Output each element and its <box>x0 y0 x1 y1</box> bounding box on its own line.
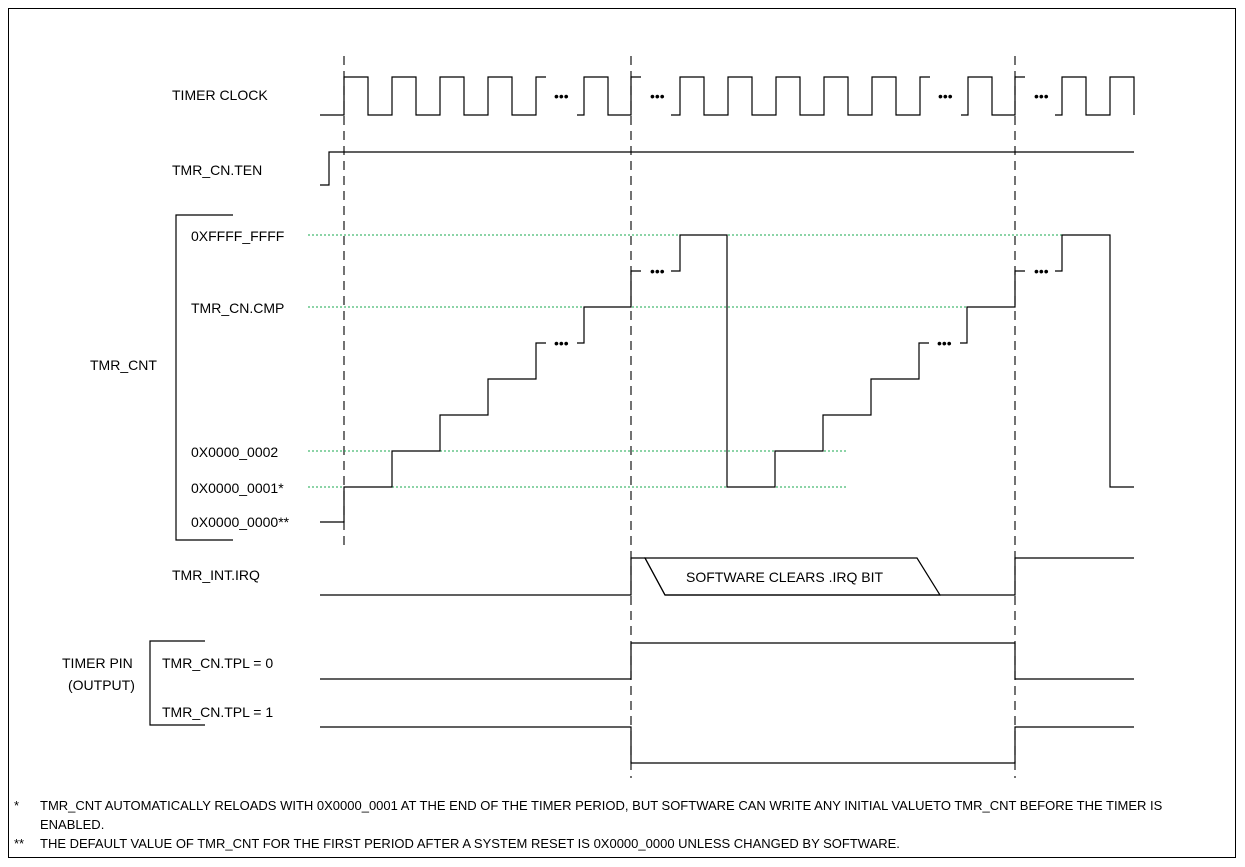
irq-label: TMR_INT.IRQ <box>172 567 260 583</box>
footnote-1-text: TMR_CNT AUTOMATICALLY RELOADS WITH 0X000… <box>40 798 1163 832</box>
cnt-wave-rollover-1 <box>671 234 929 488</box>
cnt-wave-rollover-2 <box>1055 234 1134 488</box>
footnote-2: ** THE DEFAULT VALUE OF TMR_CNT FOR THE … <box>14 834 1224 853</box>
ten-label: TMR_CN.TEN <box>172 162 262 178</box>
timer-clock-wave-5 <box>1055 76 1135 116</box>
level-v0-label: 0X0000_0000** <box>191 514 290 530</box>
level-v1-label: 0X0000_0001* <box>191 480 284 496</box>
ten-wave <box>320 151 1134 186</box>
clock-ellipsis-4: ••• <box>1034 88 1049 104</box>
timer-clock-wave-2 <box>577 76 641 116</box>
footnotes: * TMR_CNT AUTOMATICALLY RELOADS WITH 0X0… <box>14 796 1224 853</box>
pin-bracket <box>149 640 205 726</box>
clock-ellipsis-3: ••• <box>938 88 953 104</box>
pin-label-line1: TIMER PIN <box>62 655 133 671</box>
cnt-ellipsis-3: ••• <box>937 335 952 351</box>
timer-clock-wave-4 <box>961 76 1025 116</box>
cnt-label: TMR_CNT <box>90 357 157 373</box>
tpl0-wave <box>320 642 1134 680</box>
level-cmp-label: TMR_CN.CMP <box>191 300 284 316</box>
tpl1-label: TMR_CN.TPL = 1 <box>162 704 273 720</box>
cnt-wave-period-1b <box>577 270 641 344</box>
cnt-wave-period-2b <box>960 270 1025 344</box>
level-v2-label: 0X0000_0002 <box>191 444 278 460</box>
cnt-ellipsis-2: ••• <box>650 263 665 279</box>
footnote-1-marker: * <box>14 798 20 813</box>
tpl1-wave <box>320 726 1134 764</box>
cnt-ellipsis-1: ••• <box>554 335 569 351</box>
footnote-1: * TMR_CNT AUTOMATICALLY RELOADS WITH 0X0… <box>14 796 1224 834</box>
diagram-frame <box>8 8 1236 858</box>
level-max-label: 0XFFFF_FFFF <box>191 228 284 244</box>
cnt-bracket <box>175 214 233 541</box>
irq-box-text: SOFTWARE CLEARS .IRQ BIT <box>686 569 884 585</box>
cnt-wave-period-1 <box>320 342 546 523</box>
irq-clear-box <box>643 557 942 596</box>
clock-ellipsis-2: ••• <box>650 88 665 104</box>
timer-clock-wave <box>320 76 546 116</box>
timer-clock-label: TIMER CLOCK <box>172 87 268 103</box>
cnt-ellipsis-4: ••• <box>1034 263 1049 279</box>
clock-ellipsis-1: ••• <box>554 88 569 104</box>
tpl0-label: TMR_CN.TPL = 0 <box>162 655 273 671</box>
footnote-2-marker: ** <box>14 836 25 851</box>
pin-label-line2: (OUTPUT) <box>68 677 135 693</box>
footnote-2-text: THE DEFAULT VALUE OF TMR_CNT FOR THE FIR… <box>40 836 900 851</box>
timer-clock-wave-3 <box>671 76 930 116</box>
